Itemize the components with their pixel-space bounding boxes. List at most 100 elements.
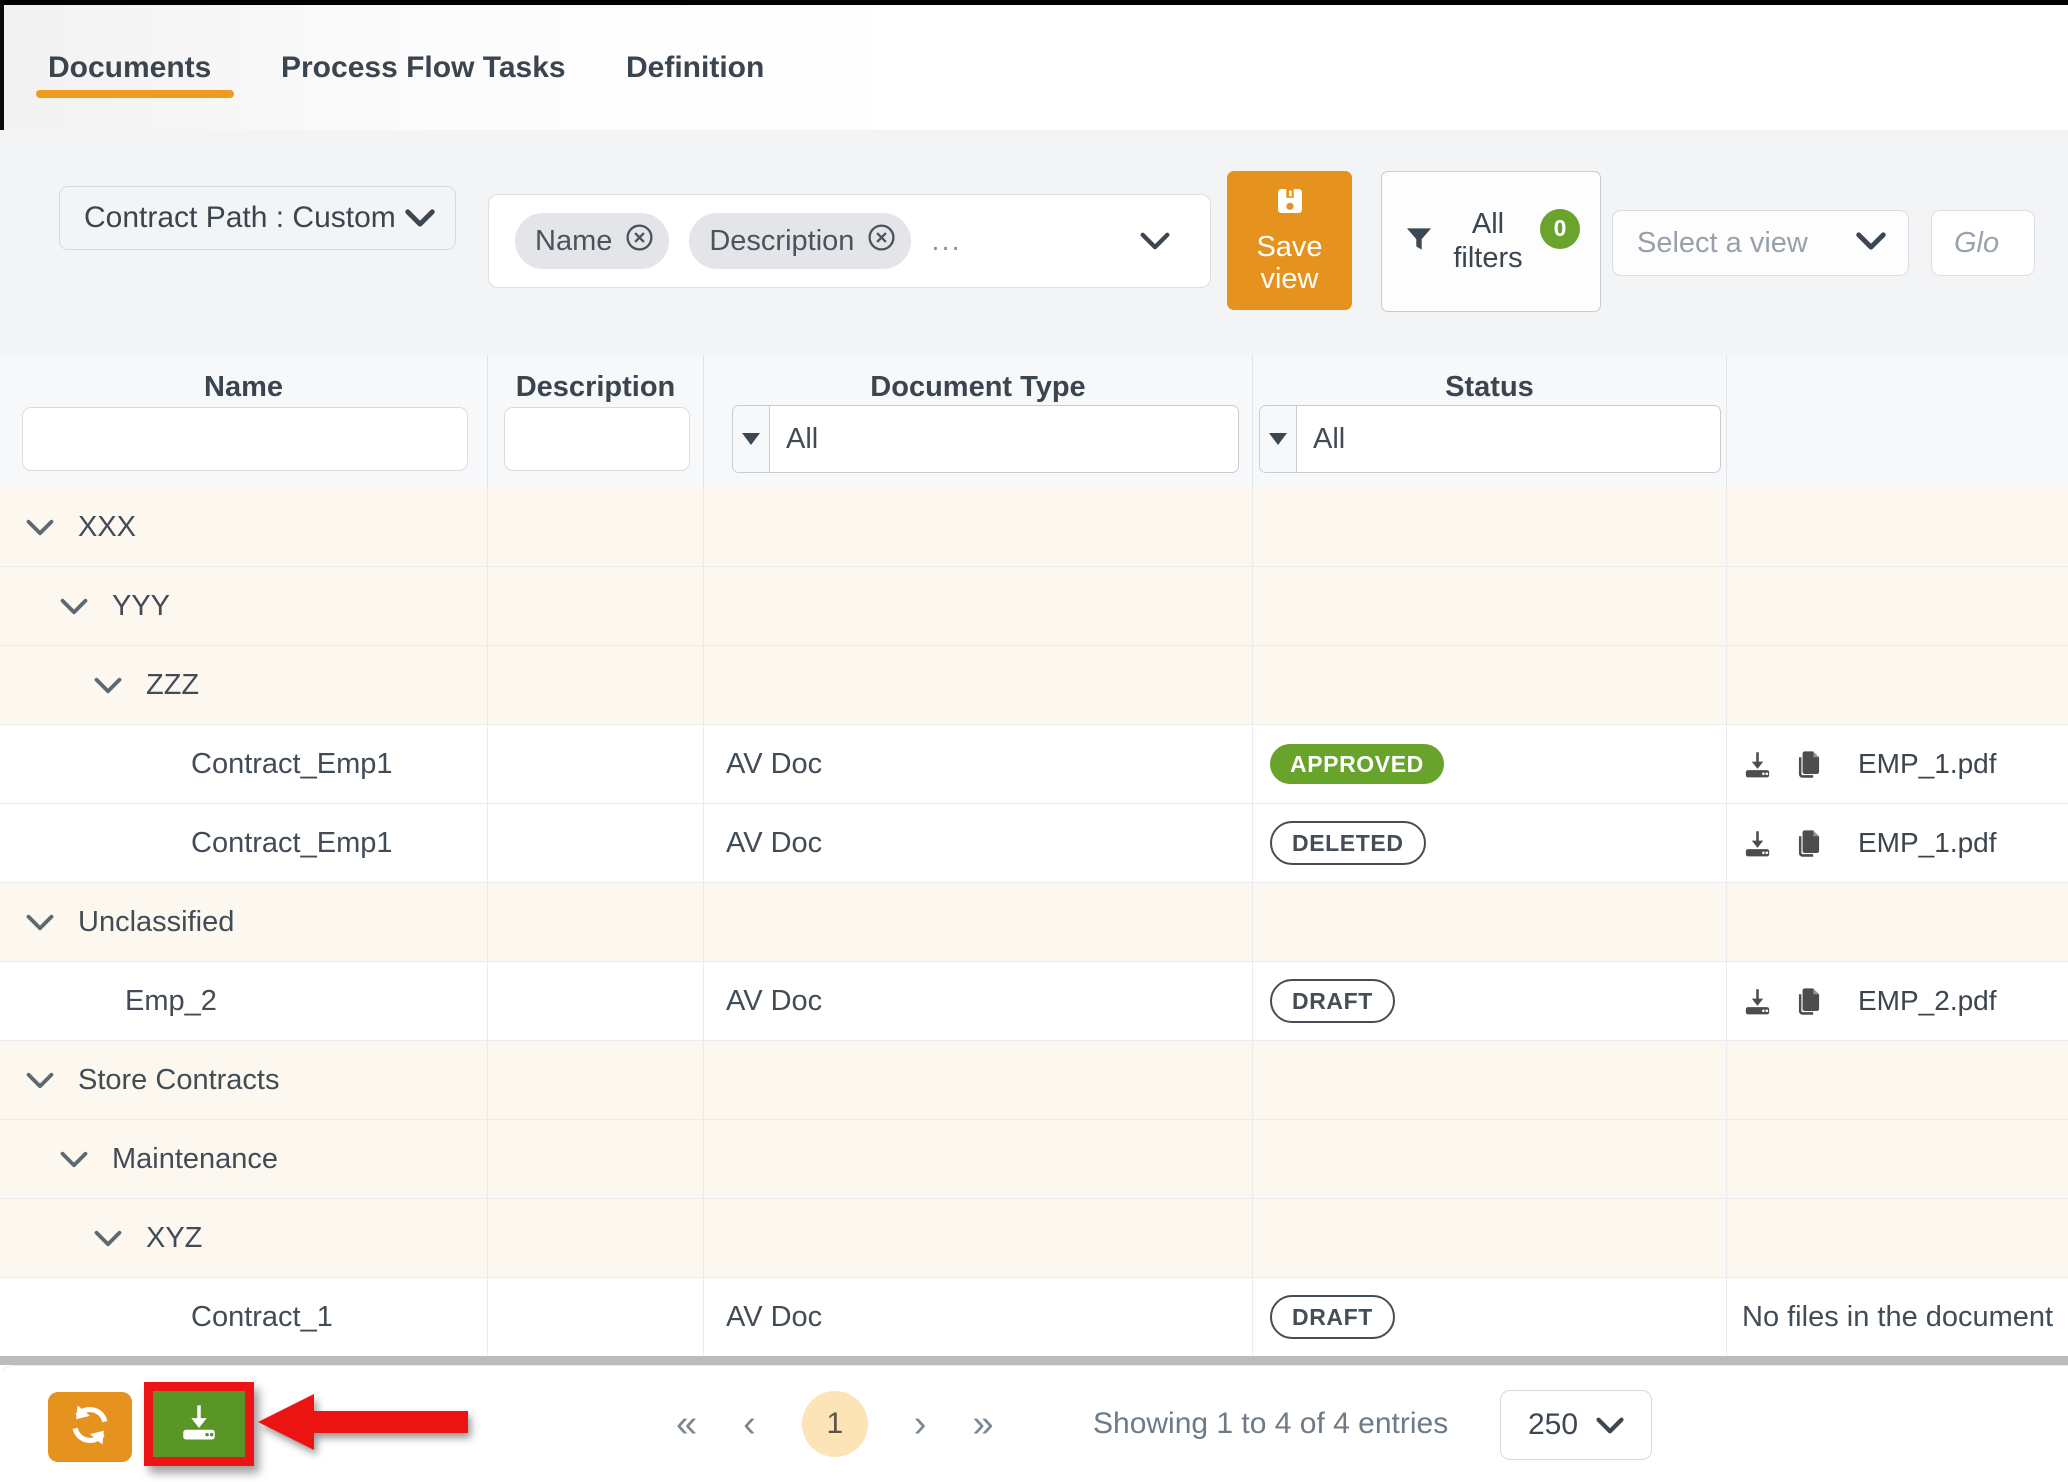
files-column-header xyxy=(1727,355,2068,488)
download-icon[interactable] xyxy=(1742,828,1773,859)
refresh-button[interactable] xyxy=(48,1392,132,1462)
all-filters-button[interactable]: All filters 0 xyxy=(1381,171,1601,312)
table-row[interactable]: Store Contracts xyxy=(0,1041,2068,1120)
annotation-red-arrow xyxy=(258,1392,468,1457)
table-row[interactable]: YYY xyxy=(0,567,2068,646)
document-name-label: Contract_Emp1 xyxy=(191,826,393,859)
pagination-prev-button[interactable]: ‹ xyxy=(743,1403,756,1445)
table-row[interactable]: Unclassified xyxy=(0,883,2068,962)
chevron-down-icon[interactable] xyxy=(26,914,54,931)
files-cell xyxy=(1727,1199,2068,1277)
horizontal-scrollbar[interactable] xyxy=(0,1356,2068,1365)
pagination-first-button[interactable]: « xyxy=(676,1403,698,1445)
circle-x-icon[interactable] xyxy=(624,222,655,261)
file-name[interactable]: EMP_2.pdf xyxy=(1858,985,1997,1016)
copy-icon[interactable] xyxy=(1793,986,1824,1017)
status-filter-select[interactable]: All xyxy=(1259,405,1721,473)
circle-x-icon[interactable] xyxy=(866,222,897,261)
refresh-icon xyxy=(67,1402,113,1453)
status-cell xyxy=(1253,567,1727,645)
pagination-current-page[interactable]: 1 xyxy=(801,1391,868,1457)
page-size-value: 250 xyxy=(1527,1408,1579,1441)
pagination-next-button[interactable]: › xyxy=(913,1403,927,1445)
export-download-button[interactable] xyxy=(153,1391,245,1457)
select-a-view-dropdown[interactable]: Select a view xyxy=(1612,210,1909,276)
document-name-label: Emp_2 xyxy=(125,984,217,1017)
group-name-label: ZZZ xyxy=(146,668,200,701)
document-type-cell xyxy=(704,1041,1253,1119)
description-cell xyxy=(488,804,704,882)
chevron-down-icon[interactable] xyxy=(94,1230,122,1247)
table-row[interactable]: Contract_Emp1 AV Doc APPROVED EMP_1.pdf xyxy=(0,725,2068,804)
caret-down-icon[interactable] xyxy=(1260,406,1297,472)
tab-bar: Documents Process Flow Tasks Definition xyxy=(0,5,2068,131)
contract-path-dropdown[interactable]: Contract Path : Custom xyxy=(59,186,456,250)
download-icon[interactable] xyxy=(1742,749,1773,780)
document-type-cell xyxy=(704,646,1253,724)
status-badge: APPROVED xyxy=(1270,744,1444,784)
files-cell xyxy=(1727,1120,2068,1198)
table-row[interactable]: Emp_2 AV Doc DRAFT EMP_2.pdf xyxy=(0,962,2068,1041)
save-view-button[interactable]: Save view xyxy=(1227,171,1352,310)
table-row[interactable]: Maintenance xyxy=(0,1120,2068,1199)
pagination-last-button[interactable]: » xyxy=(972,1403,994,1445)
chevron-down-icon[interactable] xyxy=(26,519,54,536)
group-name-label: Maintenance xyxy=(112,1142,279,1175)
download-icon[interactable] xyxy=(1742,986,1773,1017)
table-row[interactable]: ZZZ xyxy=(0,646,2068,725)
entries-summary-text: Showing 1 to 4 of 4 entries xyxy=(1093,1407,1449,1440)
tab-definition[interactable]: Definition xyxy=(626,5,764,130)
status-badge: DRAFT xyxy=(1270,1295,1395,1339)
save-view-label: Save view xyxy=(1256,230,1323,296)
files-cell xyxy=(1727,488,2068,566)
column-header-name: Name xyxy=(0,355,488,488)
file-name[interactable]: EMP_1.pdf xyxy=(1858,748,1997,779)
global-search-text: Glo xyxy=(1954,226,2000,259)
document-name-cell: Contract_Emp1 xyxy=(0,725,488,803)
chevron-down-icon[interactable] xyxy=(94,677,122,694)
chevron-down-icon[interactable] xyxy=(60,1151,88,1168)
status-cell: APPROVED xyxy=(1253,725,1727,803)
all-filters-label: All filters xyxy=(1453,208,1523,274)
group-name-cell: XXX xyxy=(0,488,488,566)
copy-icon[interactable] xyxy=(1793,749,1824,780)
files-cell: EMP_1.pdf xyxy=(1727,804,2068,882)
description-cell xyxy=(488,488,704,566)
copy-icon[interactable] xyxy=(1793,828,1824,859)
table-row[interactable]: XYZ xyxy=(0,1199,2068,1278)
document-name-cell: Contract_Emp1 xyxy=(0,804,488,882)
table-row[interactable]: Contract_Emp1 AV Doc DELETED EMP_1.pdf xyxy=(0,804,2068,883)
select-a-view-placeholder: Select a view xyxy=(1637,226,1808,259)
page-size-select[interactable]: 250 xyxy=(1500,1390,1652,1460)
files-cell: EMP_2.pdf xyxy=(1727,962,2068,1040)
chip-description-label: Description xyxy=(709,224,855,257)
filter-bar: Contract Path : Custom Name Description … xyxy=(0,130,2068,355)
table-row[interactable]: XXX xyxy=(0,488,2068,567)
chevron-down-icon xyxy=(405,201,435,235)
caret-down-icon[interactable] xyxy=(733,406,770,472)
document-type-column-label: Document Type xyxy=(870,371,1086,403)
table-row[interactable]: Contract_1 AV Doc DRAFT No files in the doc… xyxy=(0,1278,2068,1357)
chevron-down-icon[interactable] xyxy=(60,598,88,615)
tab-process-flow-tasks[interactable]: Process Flow Tasks xyxy=(281,5,566,130)
document-type-filter-select[interactable]: All xyxy=(732,405,1239,473)
chip-description[interactable]: Description xyxy=(689,213,912,269)
document-type-cell: AV Doc xyxy=(704,962,1253,1040)
chevron-down-icon[interactable] xyxy=(1140,232,1170,250)
description-cell xyxy=(488,962,704,1040)
name-filter-input[interactable] xyxy=(22,407,468,471)
group-name-cell: Store Contracts xyxy=(0,1041,488,1119)
column-chips-multiselect[interactable]: Name Description ... xyxy=(488,194,1211,288)
description-cell xyxy=(488,1120,704,1198)
chevron-down-icon[interactable] xyxy=(26,1072,54,1089)
chip-name[interactable]: Name xyxy=(515,213,670,269)
filters-count-badge: 0 xyxy=(1540,208,1580,249)
download-icon xyxy=(178,1401,220,1448)
status-cell xyxy=(1253,1041,1727,1119)
file-name[interactable]: EMP_1.pdf xyxy=(1858,827,1997,858)
tab-documents[interactable]: Documents xyxy=(48,5,211,130)
description-cell xyxy=(488,567,704,645)
description-filter-input[interactable] xyxy=(504,407,690,471)
group-name-cell: Maintenance xyxy=(0,1120,488,1198)
global-search-input[interactable]: Glo xyxy=(1931,210,2035,276)
